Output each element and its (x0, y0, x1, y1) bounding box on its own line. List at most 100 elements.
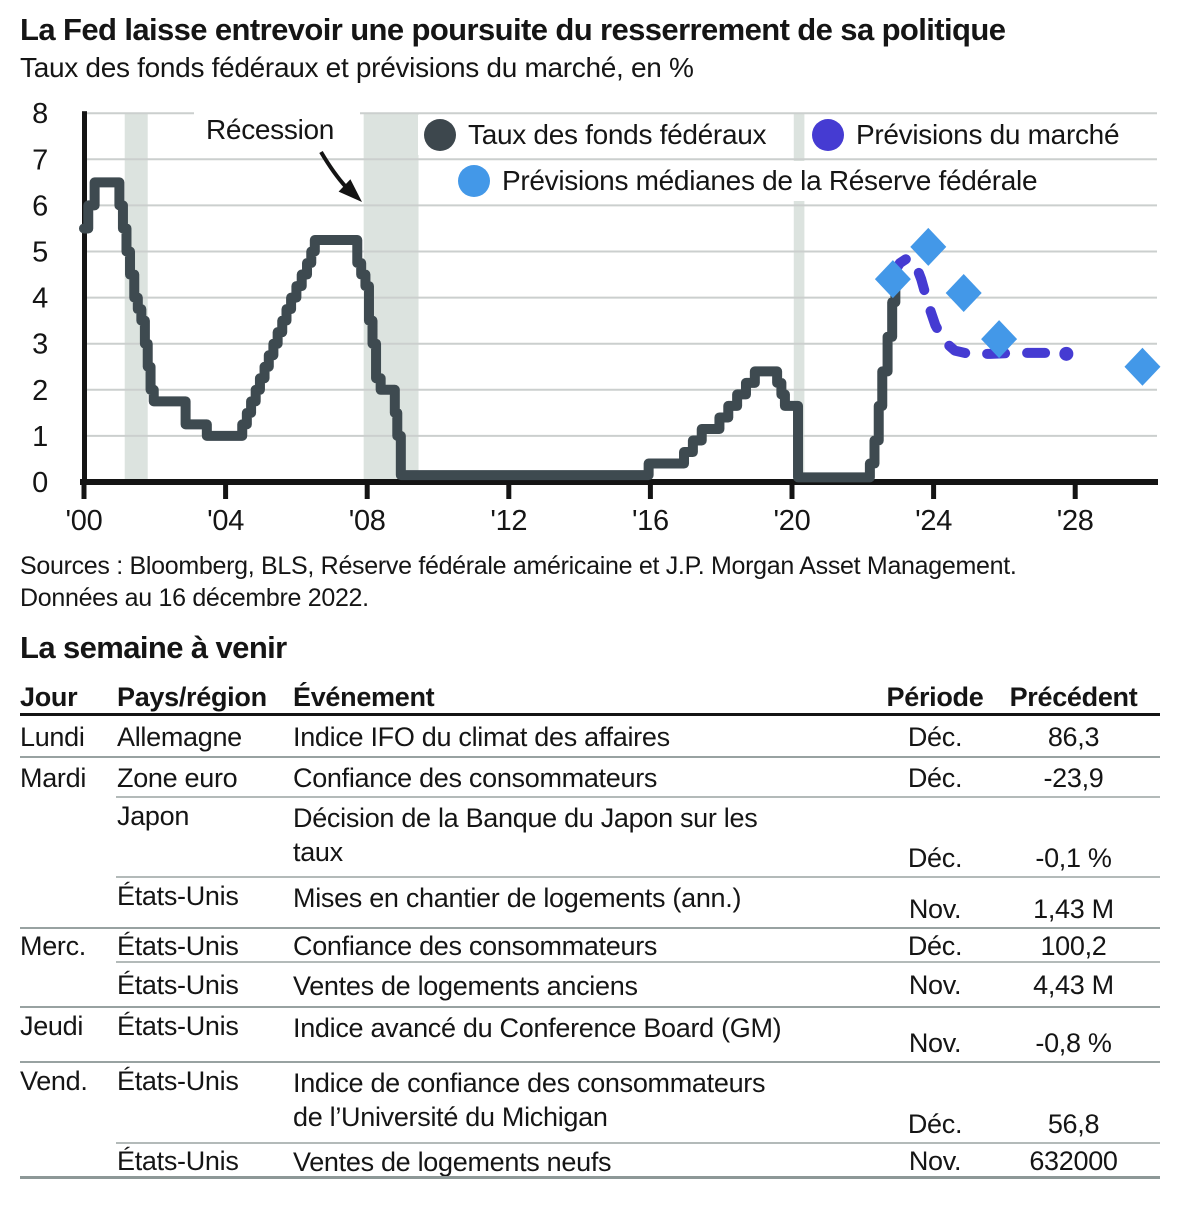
table-row: Mardi Zone euro Confiance des consommateur… (20, 758, 1160, 798)
legend-label: Prévisions médianes de la Réserve fédéra… (502, 165, 1038, 196)
event-cell: Indice avancé du Conference Board (GM) (293, 1013, 782, 1043)
sources-block: Sources : Bloomberg, BLS, Réserve fédéra… (20, 550, 1172, 614)
fed-funds-legend-marker (424, 119, 456, 151)
event-cell: Décision de la Banque du Japon sur les t… (293, 803, 758, 867)
x-tick-label: '24 (915, 505, 952, 537)
col-header-day: Jour (20, 681, 78, 712)
chart-canvas: '00 '04 '08 '12 '16 '20 '24 '28 0 1 2 3 4 5 6 7 8 (32, 98, 1161, 537)
y-tick-label: 7 (32, 144, 48, 176)
period-cell: Nov. (908, 1028, 962, 1058)
region-cell: Japon (117, 801, 190, 831)
previous-cell: 56,8 (1047, 1109, 1100, 1139)
previous-cell: -0,1 % (1035, 843, 1112, 873)
x-tick-label: '08 (349, 505, 386, 537)
recession-arrowhead (338, 179, 362, 202)
day-cell: Mardi (20, 762, 87, 793)
day-cell: Merc. (20, 930, 87, 961)
event-cell: Ventes de logements anciens (293, 970, 638, 1001)
previous-cell: -23,9 (1043, 762, 1104, 793)
week-ahead-table: Jour Pays/région Événement Période Précédent… (20, 680, 1160, 1179)
region-cell: États-Unis (117, 1066, 239, 1096)
y-tick-label: 4 (32, 283, 48, 315)
chart-subtitle: Taux des fonds fédéraux et prévisions du… (20, 52, 694, 83)
x-tick-label: '20 (774, 505, 811, 537)
day-cell: Jeudi (20, 1011, 84, 1041)
period-cell: Nov. (908, 970, 962, 1000)
period-cell: Nov. (908, 894, 962, 924)
event-cell: Ventes de logements neufs (293, 1146, 612, 1177)
table-row: États-Unis Mises en chantier de logements… (20, 878, 1160, 929)
y-tick-label: 3 (32, 329, 48, 361)
period-cell: Déc. (907, 762, 963, 793)
x-tick (931, 485, 937, 499)
x-tick (506, 485, 512, 499)
fed-median-legend-marker (458, 165, 490, 197)
previous-cell: 1,43 M (1033, 894, 1114, 924)
period-cell: Déc. (907, 930, 963, 961)
x-tick-label: '04 (207, 505, 244, 537)
table-row: Lundi Allemagne Indice IFO du climat des a… (20, 716, 1160, 758)
x-tick (789, 485, 795, 499)
region-cell: États-Unis (117, 970, 239, 1000)
sources-line: Sources : Bloomberg, BLS, Réserve fédéra… (20, 552, 1017, 580)
y-tick-label: 2 (32, 375, 48, 407)
y-tick-label: 6 (32, 190, 48, 222)
fed-median-diamond (945, 273, 982, 312)
y-tick-label: 1 (32, 421, 48, 453)
event-cell: Indice de confiance des consommateurs de… (293, 1068, 766, 1132)
y-tick-label: 8 (32, 98, 48, 130)
region-cell: Zone euro (117, 762, 238, 793)
y-axis-line (82, 111, 87, 482)
legend-item-fed-funds: Taux des fonds fédéraux (418, 115, 777, 155)
previous-cell: -0,8 % (1035, 1028, 1112, 1058)
x-tick (1072, 485, 1078, 499)
previous-cell: 100,2 (1040, 930, 1107, 961)
col-header-event: Événement (293, 682, 435, 712)
region-cell: États-Unis (117, 881, 239, 911)
table-row: États-Unis Ventes de logements neufs Nov. 6… (20, 1144, 1160, 1179)
chart-header: La Fed laisse entrevoir une poursuite du… (20, 12, 1172, 84)
x-tick (364, 485, 370, 499)
x-tick-label: '12 (490, 505, 527, 537)
x-axis-line (80, 479, 1158, 485)
previous-cell: 4,43 M (1033, 970, 1114, 1000)
period-cell: Déc. (907, 1109, 963, 1139)
col-header-previous: Précédent (1009, 681, 1138, 712)
x-tick-label: '16 (632, 505, 669, 537)
previous-cell: 86,3 (1047, 721, 1100, 752)
recession-annotation: Récession (194, 112, 361, 148)
legend-item-market-forecast: Prévisions du marché (806, 115, 1130, 155)
period-cell: Nov. (908, 1146, 962, 1176)
day-cell (20, 878, 117, 881)
event-cell: Indice IFO du climat des affaires (293, 722, 670, 752)
region-cell: États-Unis (117, 930, 239, 961)
table-row: Jeudi États-Unis Indice avancé du Conferen… (20, 1008, 1160, 1063)
table-row: Japon Décision de la Banque du Japon sur … (20, 798, 1160, 878)
table-header-row: Jour Pays/région Événement Période Précédent (20, 680, 1160, 716)
event-cell: Confiance des consommateurs (293, 931, 658, 961)
x-tick (223, 485, 229, 499)
x-tick (81, 485, 87, 499)
previous-cell: 632000 (1029, 1146, 1118, 1176)
x-tick-label: '28 (1057, 505, 1094, 537)
col-header-period: Période (886, 681, 984, 712)
table-row: Merc. États-Unis Confiance des consommateu… (20, 929, 1160, 963)
market-forecast-legend-marker (812, 119, 844, 151)
period-cell: Déc. (907, 843, 963, 873)
recession-arrow (319, 150, 348, 189)
fed-median-diamond (874, 260, 911, 299)
table-row: États-Unis Ventes de logements anciens Nov… (20, 963, 1160, 1008)
legend-label: Prévisions du marché (856, 119, 1120, 150)
y-tick-label: 0 (32, 467, 48, 499)
region-cell: Allemagne (117, 721, 242, 752)
day-cell: Vend. (20, 1066, 88, 1096)
market-forecast-end-dot (1059, 346, 1074, 361)
section-title: La semaine à venir (20, 630, 287, 665)
legend-item-fed-median: Prévisions médianes de la Réserve fédéra… (452, 161, 1048, 201)
recession-band (793, 113, 805, 479)
market-forecast-line (888, 253, 1065, 359)
event-cell: Confiance des consommateurs (293, 763, 658, 793)
table-row: Vend. États-Unis Indice de confiance des c… (20, 1063, 1160, 1144)
day-cell: Lundi (20, 721, 85, 752)
legend-label: Taux des fonds fédéraux (468, 119, 767, 150)
